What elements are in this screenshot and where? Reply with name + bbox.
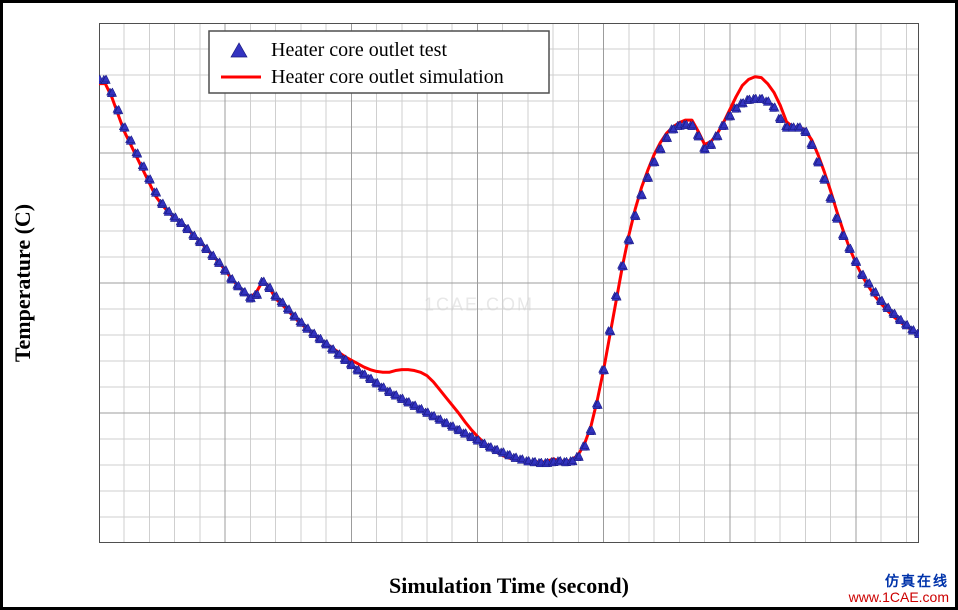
chart-svg: 0100200300400500600 607590105120 Heater …: [99, 23, 919, 543]
legend-label-1: Heater core outlet test: [271, 39, 447, 61]
legend-label-2: Heater core outlet simulation: [271, 66, 504, 88]
chart-frame: 1CAE.COM 0100200300400500600 60759010512…: [0, 0, 958, 610]
plot-area: 0100200300400500600 607590105120 Heater …: [99, 23, 919, 543]
y-axis-title: Temperature (C): [10, 204, 36, 362]
y-axis-title-container: Temperature (C): [0, 23, 53, 543]
x-axis-title: Simulation Time (second): [99, 573, 919, 599]
